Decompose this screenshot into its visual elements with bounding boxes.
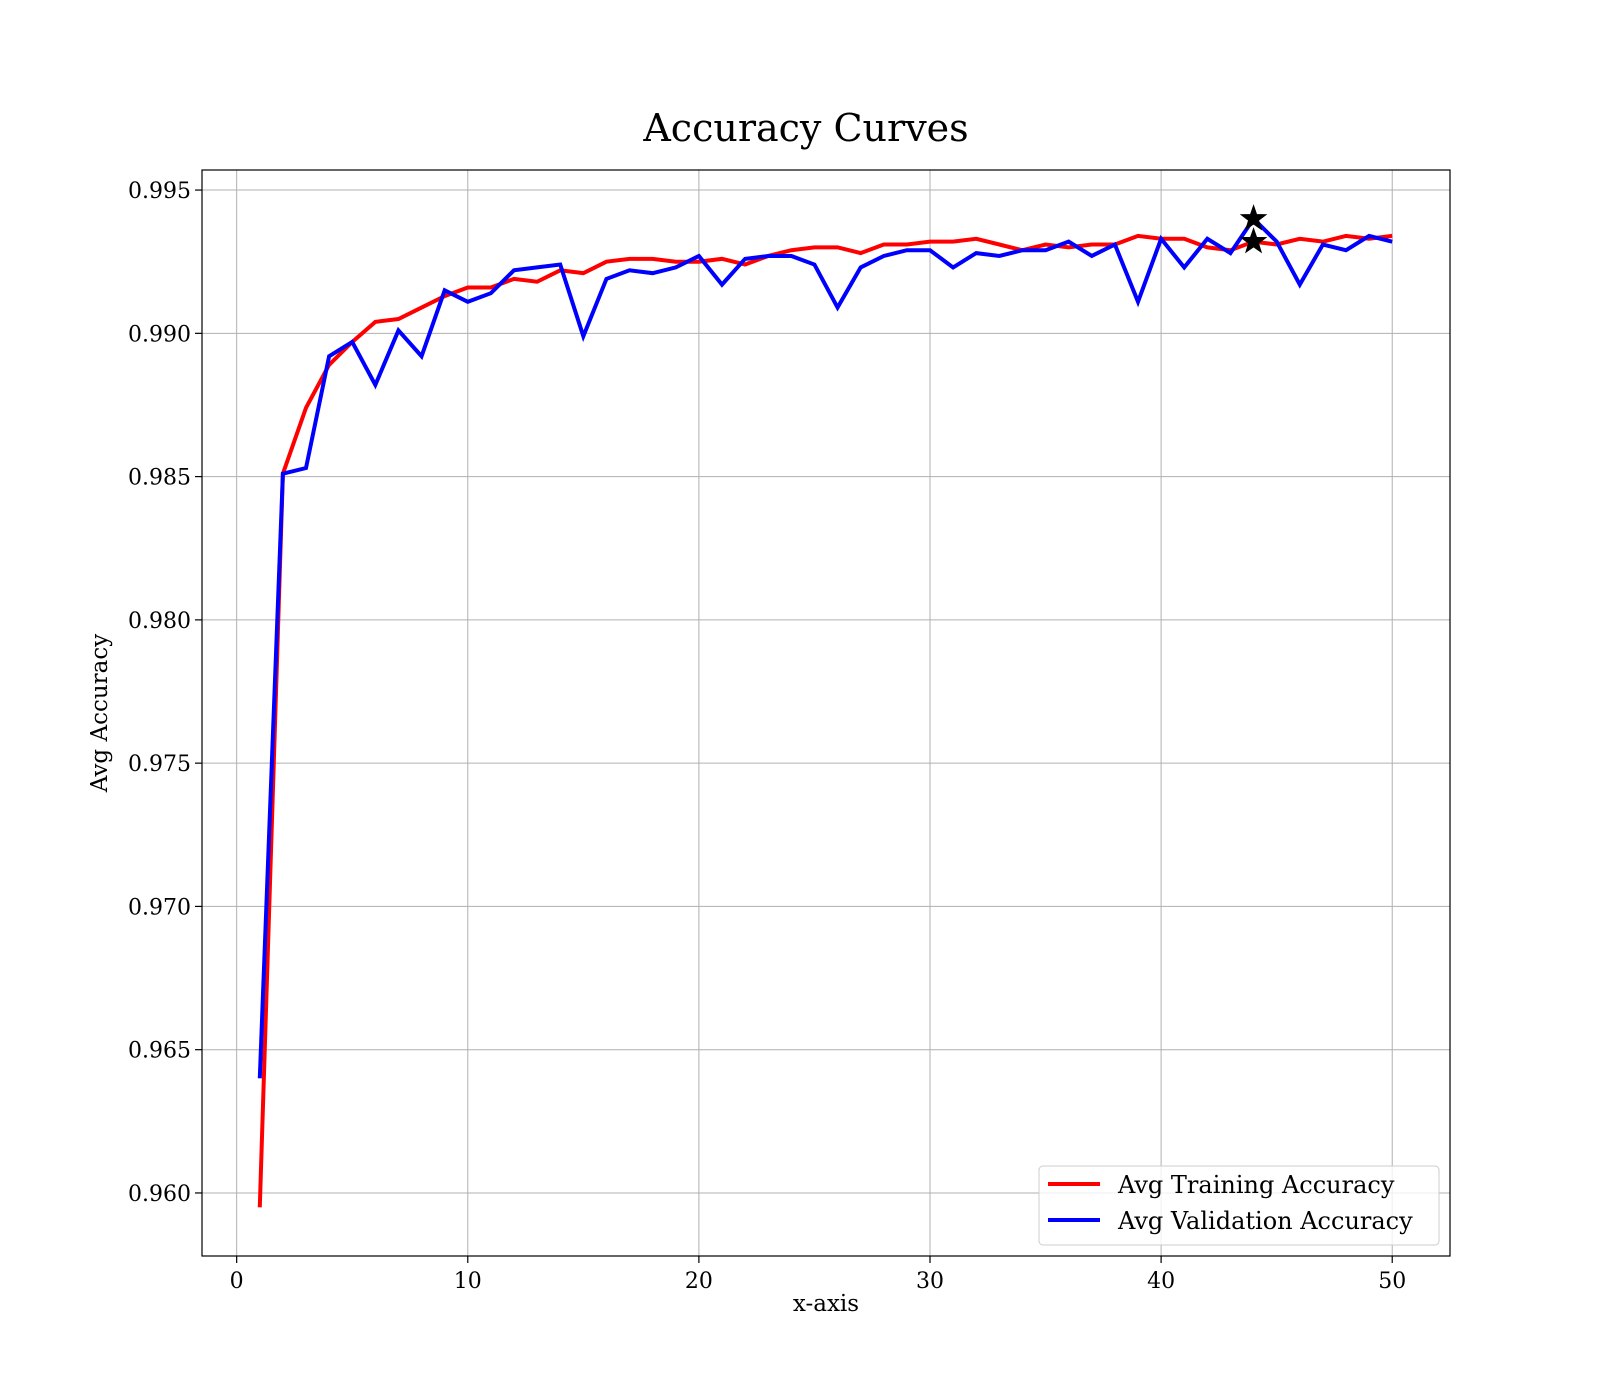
legend-label-validation: Avg Validation Accuracy: [1117, 1207, 1413, 1235]
y-tick-label: 0.980: [128, 609, 191, 634]
y-tick-label: 0.990: [128, 322, 191, 347]
best-accuracy-star-icon: [1239, 227, 1268, 254]
y-axis-label: Avg Accuracy: [87, 634, 113, 793]
legend-box: [1038, 1165, 1440, 1246]
legend-label-training: Avg Training Accuracy: [1117, 1171, 1395, 1199]
y-tick-label: 0.975: [128, 752, 191, 777]
y-tick-label: 0.960: [128, 1182, 191, 1207]
y-tick-label: 0.970: [128, 895, 191, 920]
y-tick-label: 0.985: [128, 466, 191, 491]
x-tick-label: 50: [1378, 1269, 1406, 1294]
axis-ticks: 0 10 20 30 40 50 0.960 0.965 0.970 0.975 0.980 0.98…: [128, 179, 1406, 1294]
chart-title: Accuracy Curves: [642, 106, 968, 150]
x-tick-label: 0: [230, 1269, 244, 1294]
legend: Avg Training Accuracy Avg Validation Acc…: [1038, 1165, 1440, 1246]
x-tick-label: 10: [454, 1269, 482, 1294]
best-markers: [1239, 204, 1268, 254]
validation-accuracy-line: [257, 215, 1393, 1079]
x-tick-label: 40: [1147, 1269, 1175, 1294]
y-tick-label: 0.965: [128, 1039, 191, 1064]
x-tick-label: 20: [685, 1269, 713, 1294]
series-lines: [257, 215, 1393, 1208]
grid-lines: [202, 170, 1450, 1256]
plot-frame: [201, 169, 1451, 1257]
y-tick-label: 0.995: [128, 179, 191, 204]
x-tick-label: 30: [916, 1269, 944, 1294]
x-axis-label: x-axis: [793, 1291, 859, 1317]
best-accuracy-star-icon: [1239, 204, 1268, 231]
